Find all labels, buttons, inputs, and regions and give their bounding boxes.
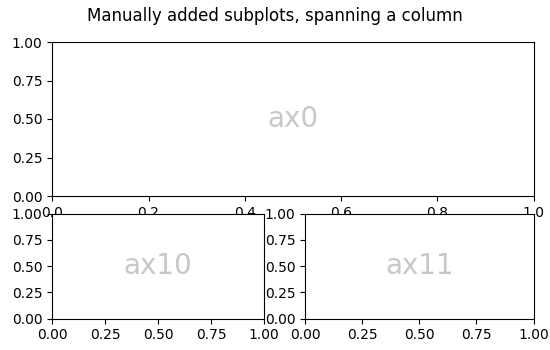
Text: ax10: ax10 <box>124 252 192 280</box>
Text: ax0: ax0 <box>267 105 318 133</box>
Text: ax11: ax11 <box>385 252 454 280</box>
Text: Manually added subplots, spanning a column: Manually added subplots, spanning a colu… <box>87 7 463 25</box>
